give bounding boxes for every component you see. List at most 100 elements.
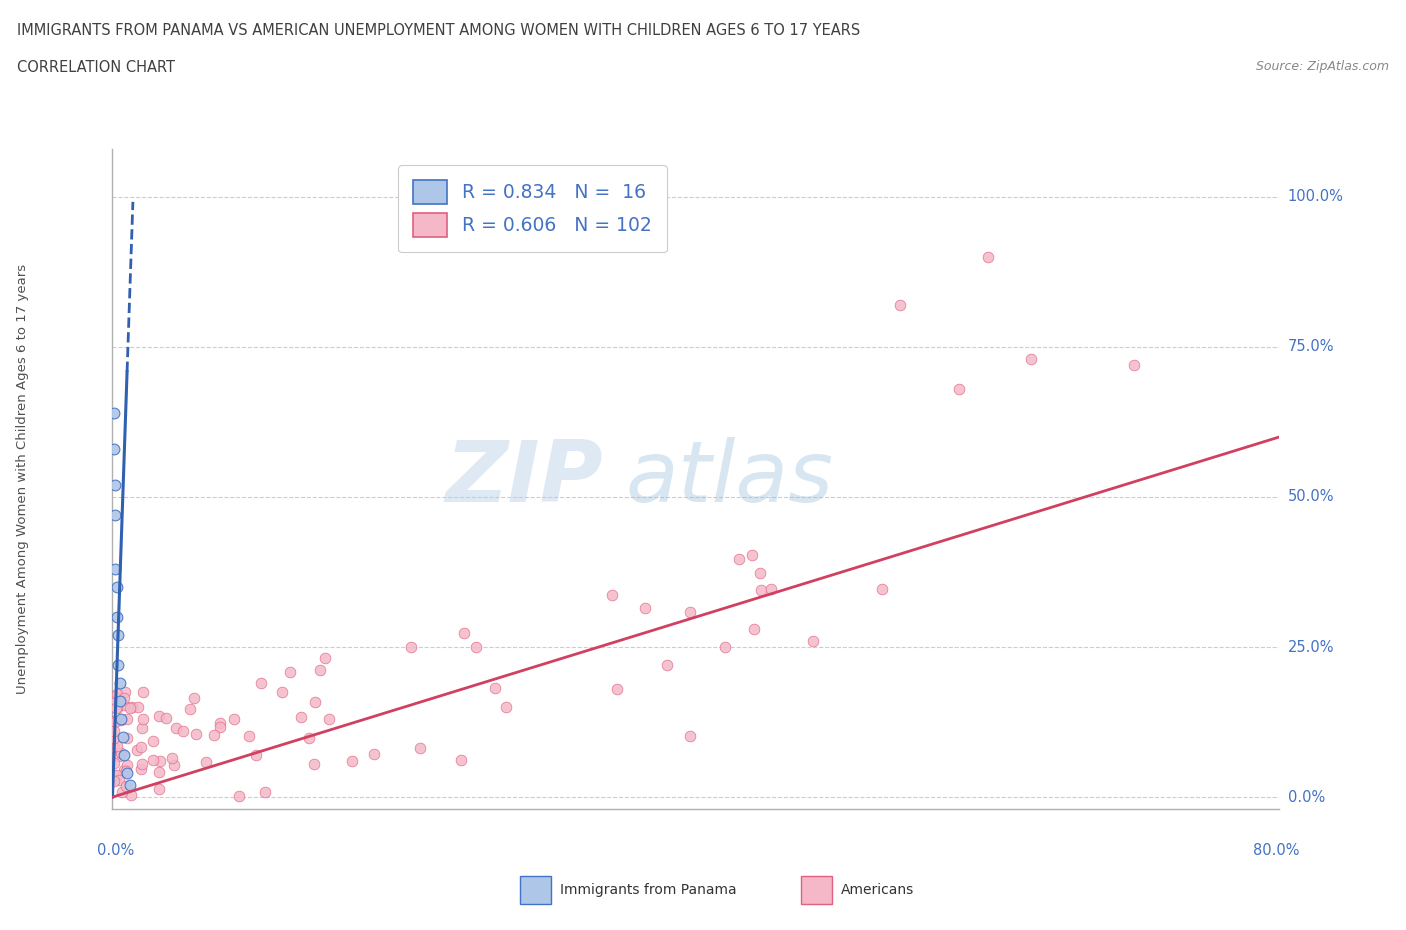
Point: [298, 731, 321, 746]
Point: [104, 562, 127, 577]
Point: [110, 712, 132, 727]
Point: [120, 788, 142, 803]
Point: [634, 600, 657, 615]
Point: [183, 691, 205, 706]
Point: [399, 639, 422, 654]
Text: 25.0%: 25.0%: [1288, 640, 1334, 655]
Point: [114, 684, 136, 699]
Point: [948, 381, 970, 396]
Point: [872, 581, 894, 596]
Text: atlas: atlas: [626, 437, 834, 521]
Point: [112, 748, 135, 763]
Point: [318, 712, 340, 727]
Point: [125, 743, 148, 758]
Text: 75.0%: 75.0%: [1288, 339, 1334, 354]
Point: [224, 712, 246, 727]
Point: [103, 767, 125, 782]
Point: [728, 551, 751, 566]
Text: Source: ZipAtlas.com: Source: ZipAtlas.com: [1256, 60, 1389, 73]
Point: [679, 729, 702, 744]
Point: [131, 721, 153, 736]
Point: [606, 682, 628, 697]
Point: [141, 734, 163, 749]
Point: [108, 675, 131, 690]
Point: [280, 664, 302, 679]
Point: [103, 724, 125, 738]
Point: [179, 701, 201, 716]
Point: [103, 739, 125, 754]
Point: [127, 699, 149, 714]
Point: [228, 789, 250, 804]
Point: [165, 721, 187, 736]
Point: [108, 694, 131, 709]
Point: [110, 711, 132, 726]
Point: [160, 751, 183, 765]
Point: [105, 609, 128, 624]
Point: [655, 658, 678, 672]
Text: 50.0%: 50.0%: [1288, 489, 1334, 504]
Point: [308, 662, 330, 677]
Point: [104, 477, 127, 492]
Point: [103, 695, 125, 710]
Point: [105, 767, 128, 782]
Point: [103, 713, 125, 728]
Point: [889, 298, 911, 312]
Point: [484, 681, 506, 696]
Text: 0.0%: 0.0%: [97, 844, 134, 858]
Point: [184, 727, 207, 742]
Point: [148, 781, 170, 796]
Point: [131, 757, 153, 772]
Point: [340, 753, 363, 768]
Text: 0.0%: 0.0%: [1288, 790, 1324, 804]
Point: [465, 640, 488, 655]
Text: CORRELATION CHART: CORRELATION CHART: [17, 60, 174, 75]
Point: [112, 690, 135, 705]
Point: [107, 628, 129, 643]
Point: [121, 699, 143, 714]
Point: [115, 730, 138, 745]
Text: 100.0%: 100.0%: [1288, 190, 1344, 205]
FancyBboxPatch shape: [801, 876, 832, 904]
Point: [195, 755, 218, 770]
Point: [749, 583, 772, 598]
Point: [245, 747, 267, 762]
Text: ZIP: ZIP: [444, 437, 603, 521]
Point: [742, 621, 765, 636]
Point: [1122, 357, 1144, 372]
Point: [105, 700, 128, 715]
Point: [103, 442, 125, 457]
Point: [600, 587, 623, 602]
Point: [314, 651, 336, 666]
Point: [453, 625, 475, 640]
Point: [115, 758, 138, 773]
Point: [112, 763, 135, 777]
Point: [495, 699, 517, 714]
Point: [250, 676, 273, 691]
Point: [103, 731, 125, 746]
Point: [202, 727, 225, 742]
Point: [238, 728, 260, 743]
Point: [115, 711, 138, 726]
Point: [163, 757, 186, 772]
Point: [148, 709, 170, 724]
Point: [103, 688, 125, 703]
FancyBboxPatch shape: [520, 876, 551, 904]
Point: [149, 753, 172, 768]
Point: [409, 740, 432, 755]
Point: [107, 658, 129, 672]
Point: [104, 701, 127, 716]
Point: [104, 508, 127, 523]
Point: [103, 405, 125, 420]
Point: [105, 738, 128, 753]
Point: [976, 249, 998, 264]
Text: Unemployment Among Women with Children Ages 6 to 17 years: Unemployment Among Women with Children A…: [15, 264, 30, 694]
Point: [118, 777, 141, 792]
Point: [104, 714, 127, 729]
Point: [115, 765, 138, 780]
Point: [148, 764, 170, 779]
Point: [111, 730, 134, 745]
Text: IMMIGRANTS FROM PANAMA VS AMERICAN UNEMPLOYMENT AMONG WOMEN WITH CHILDREN AGES 6: IMMIGRANTS FROM PANAMA VS AMERICAN UNEMP…: [17, 23, 860, 38]
Point: [111, 784, 134, 799]
Point: [103, 773, 125, 788]
Point: [741, 548, 763, 563]
